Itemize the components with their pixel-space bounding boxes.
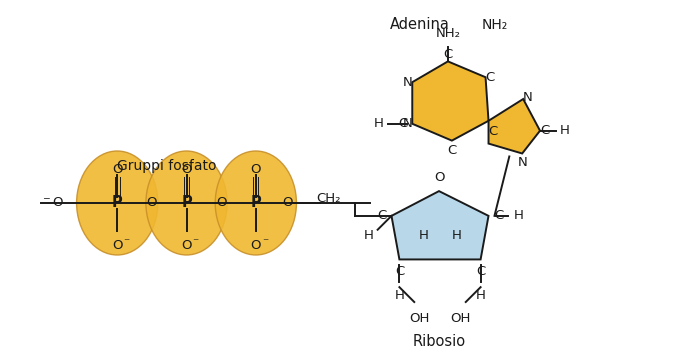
Text: NH₂: NH₂	[435, 27, 460, 40]
Text: N: N	[517, 156, 527, 169]
Text: P: P	[250, 195, 261, 210]
Text: C: C	[485, 71, 495, 84]
Text: ⁻: ⁻	[193, 237, 199, 250]
Text: $^-$O: $^-$O	[41, 196, 64, 209]
Text: C: C	[443, 48, 452, 61]
Text: O: O	[181, 163, 192, 176]
Ellipse shape	[77, 151, 158, 255]
Text: OH: OH	[451, 312, 471, 325]
Text: O: O	[216, 196, 226, 209]
Text: H: H	[513, 209, 523, 222]
Text: C: C	[494, 209, 504, 222]
Text: O: O	[181, 239, 192, 252]
Text: C: C	[476, 265, 485, 278]
Text: Adenina: Adenina	[389, 17, 450, 32]
Text: Gruppi fosfato: Gruppi fosfato	[117, 159, 216, 173]
Polygon shape	[391, 191, 489, 259]
Text: O: O	[434, 171, 444, 184]
Ellipse shape	[215, 151, 296, 255]
Text: C: C	[447, 144, 456, 157]
Text: O: O	[112, 239, 123, 252]
Text: P: P	[181, 195, 192, 210]
Text: H: H	[452, 229, 462, 242]
Polygon shape	[489, 99, 540, 153]
Text: O: O	[251, 163, 261, 176]
Text: C: C	[489, 125, 498, 138]
Text: C: C	[398, 117, 407, 130]
Text: NH₂: NH₂	[481, 18, 508, 32]
Text: O: O	[251, 239, 261, 252]
Text: N: N	[403, 76, 412, 89]
Text: O: O	[112, 163, 123, 176]
Text: O: O	[282, 196, 293, 209]
Text: C: C	[377, 209, 386, 222]
Text: H: H	[374, 117, 384, 130]
Polygon shape	[412, 61, 489, 140]
Text: O: O	[146, 196, 157, 209]
Text: H: H	[560, 124, 570, 137]
Text: H: H	[476, 289, 485, 302]
Text: ⁻: ⁻	[262, 237, 268, 250]
Text: OH: OH	[409, 312, 429, 325]
Text: Ribosio: Ribosio	[412, 334, 466, 349]
Text: C: C	[395, 265, 404, 278]
Text: H: H	[419, 229, 429, 242]
Text: N: N	[523, 90, 533, 103]
Text: H: H	[395, 289, 404, 302]
Text: H: H	[364, 229, 374, 242]
Text: N: N	[403, 117, 412, 130]
Text: ⁻: ⁻	[123, 237, 129, 250]
Ellipse shape	[146, 151, 227, 255]
Text: P: P	[112, 195, 123, 210]
Text: CH₂: CH₂	[316, 191, 341, 205]
Text: C: C	[540, 124, 549, 137]
